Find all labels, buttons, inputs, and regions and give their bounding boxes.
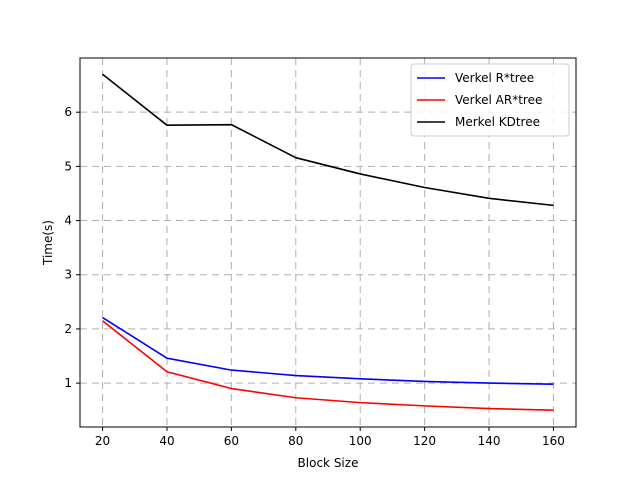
y-tick-label: 6 [64, 105, 72, 119]
x-tick-label: 100 [349, 434, 372, 448]
y-axis-ticks: 1 2 3 4 5 6 [64, 105, 80, 390]
y-tick-label: 5 [64, 159, 72, 173]
series-line-0 [102, 316, 554, 385]
x-tick-label: 80 [288, 434, 303, 448]
legend: Verkel R*tree Verkel AR*tree Merkel KDtree [410, 63, 570, 137]
legend-box [410, 63, 570, 137]
x-tick-label: 40 [159, 434, 174, 448]
x-tick-label: 160 [542, 434, 565, 448]
legend-label: Verkel R*tree [455, 71, 534, 85]
legend-label: Verkel AR*tree [455, 93, 542, 107]
x-tick-label: 60 [224, 434, 239, 448]
x-axis-ticks: 20 40 60 80 100 120 140 160 [95, 427, 565, 448]
x-tick-label: 140 [478, 434, 501, 448]
y-axis-title: Time(s) [41, 220, 55, 266]
y-tick-label: 4 [64, 214, 72, 228]
x-tick-label: 20 [95, 434, 110, 448]
series-line-2 [102, 73, 554, 207]
legend-label: Merkel KDtree [455, 115, 540, 129]
series-lines [102, 73, 554, 412]
plot-frame [79, 57, 577, 428]
y-tick-label: 2 [64, 322, 72, 336]
y-tick-label: 3 [64, 268, 72, 282]
x-tick-label: 120 [413, 434, 436, 448]
x-axis-title: Block Size [298, 456, 359, 470]
y-tick-label: 1 [64, 376, 72, 390]
series-line-1 [102, 320, 554, 412]
